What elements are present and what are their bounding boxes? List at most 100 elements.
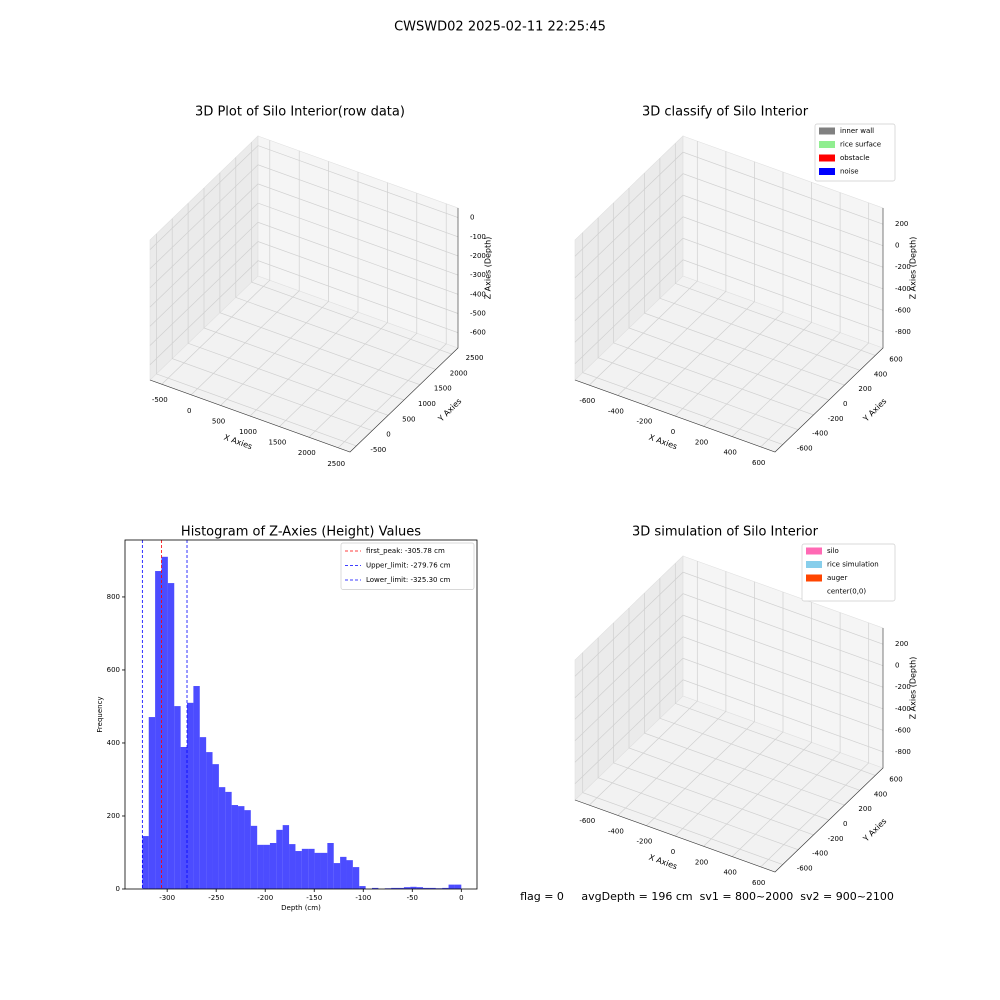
grid-line	[574, 216, 884, 322]
z-tick-label: 200	[895, 220, 908, 228]
subplot-title: 3D simulation of Silo Interior	[632, 525, 819, 540]
y-tick-label: -600	[797, 865, 813, 873]
x-tick-label: -300	[159, 894, 175, 902]
y-tick-label: 400	[874, 370, 887, 378]
y-tick-label: 2000	[450, 369, 468, 377]
y-axis-label: Y Axies	[436, 397, 464, 425]
grid-line	[203, 188, 405, 401]
histogram-bar	[167, 583, 175, 889]
grid-line	[171, 218, 373, 431]
legend-label: inner wall	[840, 127, 874, 135]
histogram-bar	[442, 887, 449, 889]
grid-line	[589, 561, 698, 806]
grid-line	[235, 157, 436, 370]
axis-line	[574, 628, 884, 873]
grid-line	[251, 142, 452, 355]
histogram-bar	[346, 860, 353, 889]
y-tick-label: 600	[889, 775, 902, 783]
grid-line	[337, 203, 447, 449]
histogram-bar	[187, 702, 194, 889]
grid-line	[574, 571, 884, 677]
histogram-bar	[244, 810, 251, 889]
axis-line	[149, 208, 459, 453]
grid-line	[674, 143, 876, 356]
x-tick-label: 500	[212, 417, 225, 425]
z-tick-label: -600	[470, 329, 486, 337]
y-tick-label: 0	[843, 400, 847, 408]
grid-line	[187, 203, 389, 416]
x-tick-label: 0	[671, 848, 675, 856]
grid-line	[760, 622, 870, 868]
y-tick-label: 2500	[466, 354, 484, 362]
z-tick-label: -800	[895, 328, 911, 336]
x-tick-label: -250	[208, 894, 224, 902]
grid-line	[731, 612, 841, 857]
histogram-bar	[410, 886, 417, 889]
z-tick-label: -100	[470, 233, 486, 241]
z-tick-label: -500	[470, 309, 486, 317]
histogram-bar	[448, 884, 455, 889]
y-tick-label: 400	[107, 739, 120, 747]
grid-line	[659, 158, 861, 371]
y-axis-label: Y Axies	[861, 397, 889, 425]
subplot-title: 3D Plot of Silo Interior(row data)	[195, 105, 405, 120]
histogram-bar	[269, 843, 277, 889]
x-tick-label: 400	[723, 869, 736, 877]
z-tick-label: -800	[895, 748, 911, 756]
grid-line	[574, 657, 884, 763]
z-tick-label: -400	[895, 285, 911, 293]
histogram-bar	[282, 825, 290, 889]
grid-line	[574, 679, 884, 785]
histogram-bar	[206, 752, 213, 889]
x-axis-label: Depth (cm)	[281, 904, 321, 912]
grid-line	[149, 221, 459, 327]
histogram-bar	[301, 848, 309, 889]
legend-swatch	[819, 141, 835, 148]
legend-label: Upper_limit: -279.76 cm	[366, 562, 451, 570]
histogram-bar	[454, 884, 462, 889]
grid-line	[279, 182, 388, 427]
z-tick-label: 0	[895, 242, 899, 250]
x-tick-label: 2000	[298, 449, 316, 457]
grid-line	[659, 578, 861, 791]
grid-line	[156, 233, 357, 447]
y-tick-label: -200	[828, 835, 844, 843]
grid-line	[674, 563, 876, 776]
x-tick-label: 0	[187, 407, 191, 415]
y-tick-label: -500	[370, 446, 386, 454]
y-tick-label: 800	[107, 593, 120, 601]
legend-swatch	[806, 574, 822, 582]
x-tick-label: 600	[752, 879, 765, 887]
grid-line	[589, 141, 698, 386]
grid-line	[308, 193, 418, 438]
grid-line	[574, 194, 884, 300]
legend-swatch	[819, 168, 835, 175]
grid-line	[149, 241, 459, 346]
grid-line	[149, 164, 459, 270]
grid-line	[220, 161, 329, 406]
footer-text: flag = 0 avgDepth = 196 cm sv1 = 800~200…	[520, 890, 894, 903]
histogram-bar	[320, 852, 328, 889]
z-tick-label: 0	[895, 662, 899, 670]
histogram-bar	[423, 887, 430, 889]
y-tick-label: -200	[828, 415, 844, 423]
x-tick-label: -400	[608, 407, 624, 415]
histogram-bar	[257, 844, 264, 889]
grid-line	[628, 608, 830, 821]
z-axis-label: Z Axies (Depth)	[909, 237, 918, 300]
legend-label: obstacle	[840, 154, 870, 162]
x-tick-label: -200	[636, 418, 652, 426]
y-tick-label: 600	[107, 666, 120, 674]
histogram-bar	[250, 825, 258, 889]
histogram-bar	[155, 571, 162, 889]
grid-line	[190, 150, 300, 396]
histogram-bar	[352, 867, 360, 889]
figure-title: CWSWD02 2025-02-11 22:25:45	[394, 20, 606, 35]
grid-line	[161, 140, 271, 385]
legend-swatch	[806, 588, 822, 595]
legend-label: first_peak: -305.78 cm	[366, 547, 445, 555]
legend-label: silo	[827, 547, 839, 555]
y-axis-label: Frequency	[96, 696, 104, 732]
grid-line	[646, 161, 755, 406]
